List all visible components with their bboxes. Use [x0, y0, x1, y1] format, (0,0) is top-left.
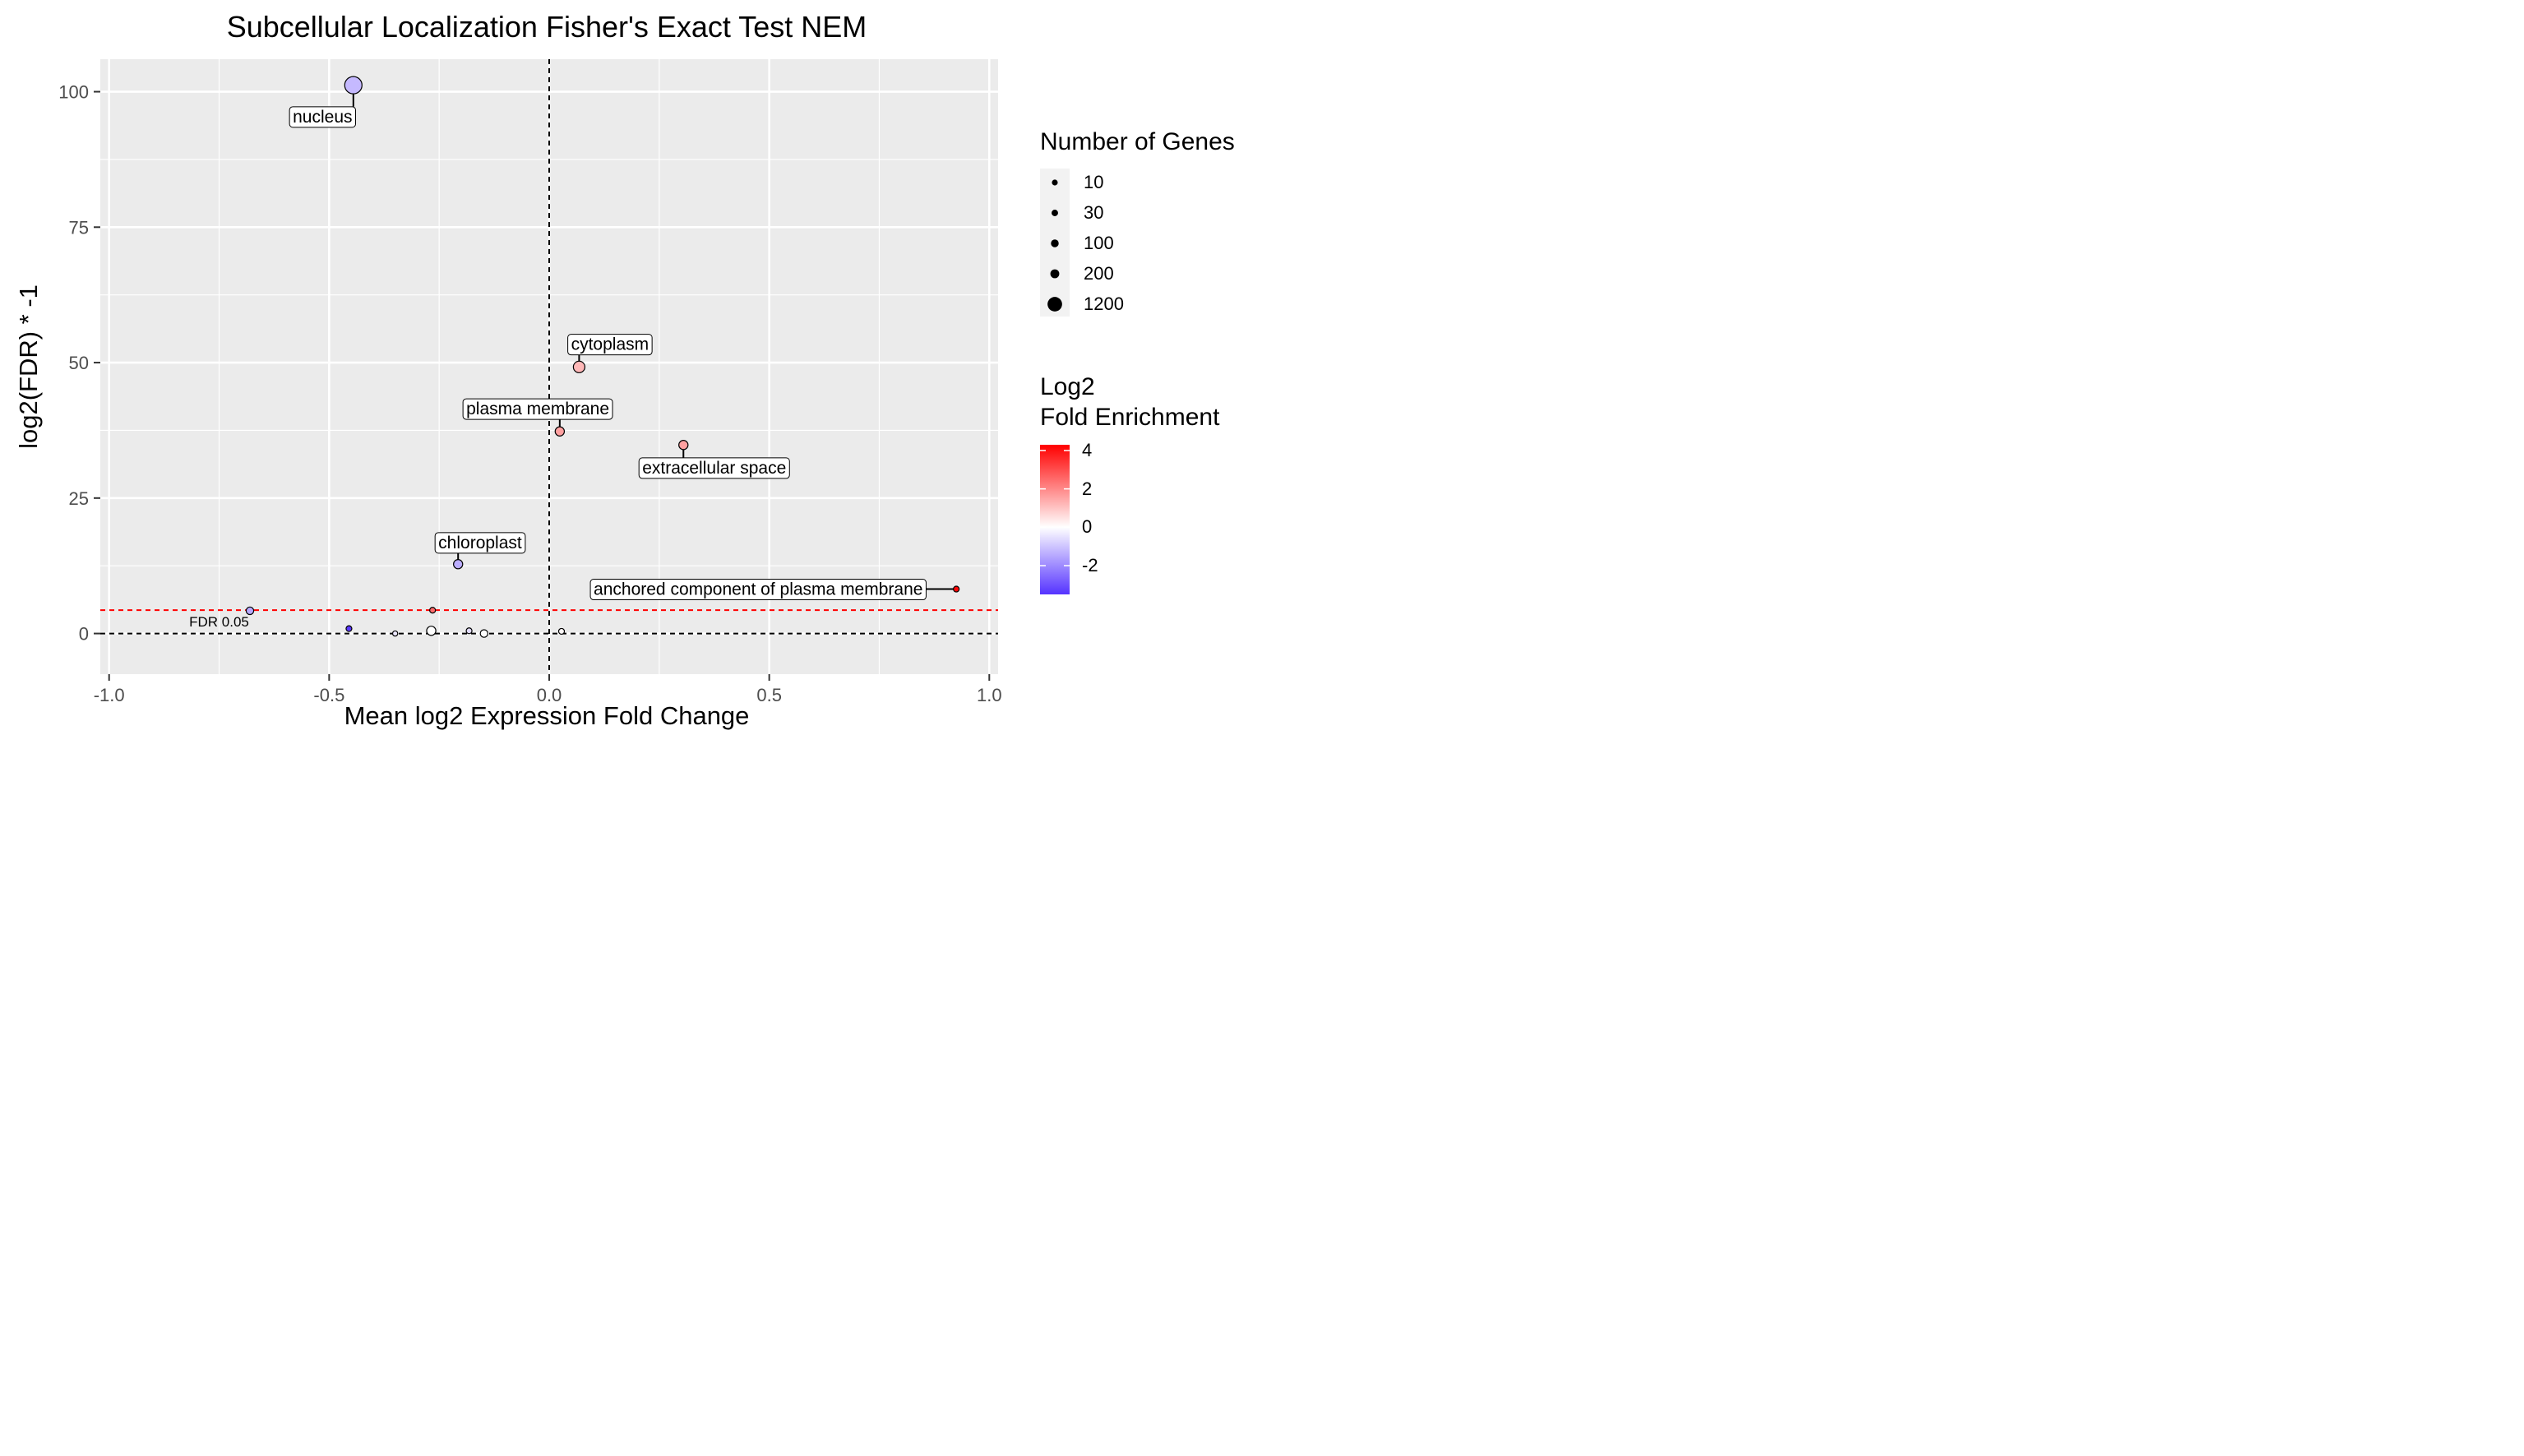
color-legend — [1040, 445, 1070, 594]
size-legend-label: 1200 — [1084, 294, 1124, 314]
point-labels: nucleus cytoplasm plasma membrane extracell… — [289, 106, 927, 601]
x-tick-label: -1.0 — [94, 685, 125, 705]
point-label-box — [638, 457, 790, 479]
size-legend-title: Number of Genes — [1040, 128, 1235, 155]
color-legend-title-line2: Fold Enrichment — [1040, 404, 1220, 431]
size-legend-key — [1052, 210, 1058, 216]
data-point — [344, 76, 363, 95]
point-label-box — [589, 579, 927, 601]
data-points — [245, 76, 960, 638]
y-tick-label: 25 — [69, 488, 89, 509]
size-legend-label: 30 — [1084, 202, 1104, 223]
data-point — [391, 630, 399, 637]
data-point — [429, 607, 437, 614]
y-tick-label: 0 — [79, 624, 89, 645]
color-legend-label: -2 — [1082, 555, 1098, 575]
data-point — [557, 627, 566, 636]
scatter-chart: FDR 0.05 nucleus cytoplasm plasma membrane… — [14, 59, 1070, 730]
color-legend-label: 0 — [1082, 516, 1093, 538]
size-legend-key — [1051, 239, 1059, 247]
fdr-threshold-label: FDR 0.05 — [189, 614, 249, 630]
chart-title: Subcellular Localization Fisher's Exact … — [226, 10, 867, 44]
size-legend-key — [1047, 297, 1062, 312]
data-point — [345, 625, 353, 632]
colorbar — [1040, 445, 1070, 594]
data-point — [572, 360, 586, 373]
size-legend-label: 10 — [1084, 172, 1104, 192]
axes: -1.0 -0.5 0.0 0.5 1.0 0 25 50 75 100 — [58, 82, 1001, 705]
data-point — [245, 606, 255, 616]
point-label: plasma membrane — [466, 400, 609, 418]
x-tick-label: 1.0 — [977, 685, 1002, 705]
data-point — [554, 426, 566, 437]
data-point — [953, 585, 960, 593]
x-tick-label: 0.0 — [537, 685, 562, 705]
data-point — [426, 626, 437, 636]
point-label: chloroplast — [438, 534, 522, 552]
color-legend-label: 2 — [1082, 478, 1093, 499]
point-label-box — [434, 532, 526, 554]
data-point — [465, 627, 473, 635]
point-label: anchored component of plasma membrane — [594, 580, 922, 599]
data-point — [452, 559, 464, 570]
size-legend — [1040, 169, 1070, 317]
x-tick-label: 0.5 — [756, 685, 782, 705]
point-label-box — [462, 398, 613, 420]
y-axis-title: log2(FDR) * -1 — [14, 284, 43, 449]
data-point — [678, 440, 689, 451]
point-label: cytoplasm — [571, 335, 649, 354]
y-tick-label: 100 — [58, 82, 89, 103]
size-legend-key — [1052, 179, 1058, 186]
point-label-box — [567, 334, 653, 356]
y-tick-label: 50 — [69, 353, 89, 373]
x-tick-label: -0.5 — [313, 685, 344, 705]
point-label-box — [289, 106, 357, 128]
point-label: extracellular space — [642, 459, 786, 478]
data-point — [479, 629, 488, 638]
point-label: nucleus — [293, 108, 352, 127]
color-legend-title-line1: Log2 — [1040, 373, 1095, 400]
size-legend-key — [1050, 269, 1060, 279]
size-legend-label: 200 — [1084, 263, 1114, 284]
x-axis-title: Mean log2 Expression Fold Change — [344, 701, 750, 730]
size-legend-label: 100 — [1084, 233, 1114, 253]
color-legend-label: 4 — [1082, 440, 1093, 460]
y-tick-label: 75 — [69, 217, 89, 238]
